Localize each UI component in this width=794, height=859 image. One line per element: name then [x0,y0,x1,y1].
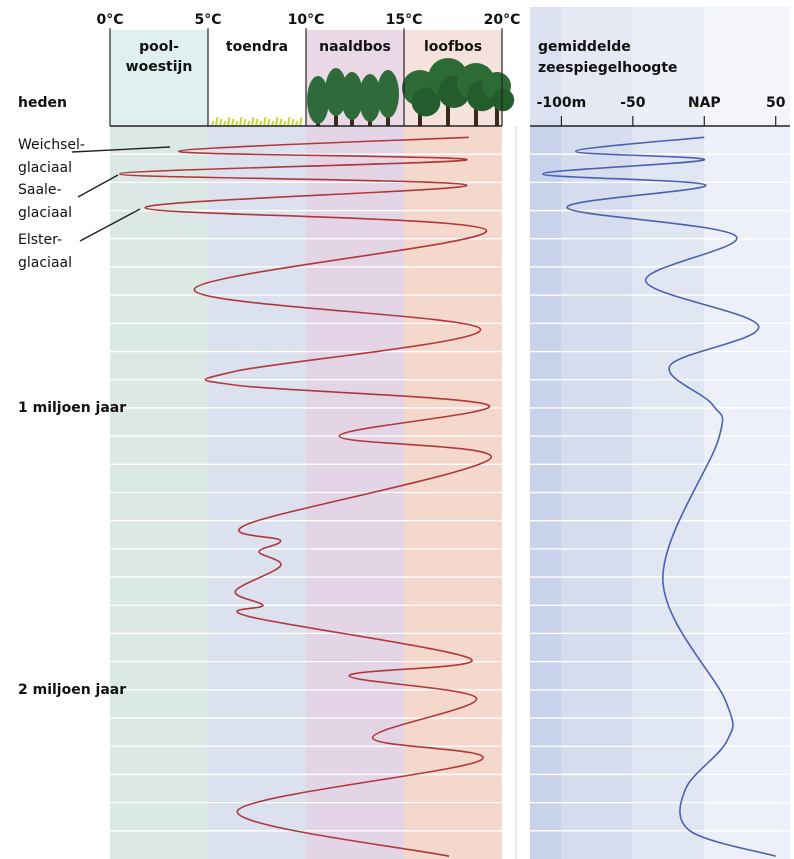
y-tick-label: 50 [766,95,786,111]
annotation: glaciaal [18,160,72,176]
sea-band [704,7,790,859]
y-tick-label: -50 [620,95,646,111]
conifer [377,70,399,118]
deciduous-tree [492,89,514,111]
y-tick-label: 20°C [484,12,521,28]
zone-label: loofbos [424,39,482,55]
sea-band [530,7,561,859]
annotation: glaciaal [18,255,72,271]
annotation: Weichsel- [18,137,85,153]
chart: pool-woestijn toendra naaldbos loofbos 0°C 5°… [0,0,794,859]
x-tick-label: 1 miljoen jaar [18,400,126,416]
page: {"chart_data": [ {"type": "line", "orien… [0,0,794,859]
zone-label: naaldbos [319,39,391,55]
annotation: Elster- [18,232,62,248]
annotation: Saale- [18,182,62,198]
x-tick-label: 2 miljoen jaar [18,682,126,698]
panel-title: gemiddelde [538,39,631,55]
sea-band [561,7,632,859]
sea-band [633,7,704,859]
zone-label: woestijn [126,59,193,75]
annotation: glaciaal [18,205,72,221]
zone-label: pool- [139,39,179,55]
y-tick-label: 15°C [386,12,423,28]
y-tick-label: NAP [688,95,721,111]
y-tick-label: 5°C [194,12,221,28]
backgrounds [110,7,790,859]
zone-label: toendra [226,39,288,55]
y-tick-label: -100m [537,95,587,111]
panel-title: zeespiegelhoogte [538,60,678,76]
x-tick-label: heden [18,95,67,111]
y-tick-label: 0°C [96,12,123,28]
y-tick-label: 10°C [288,12,325,28]
